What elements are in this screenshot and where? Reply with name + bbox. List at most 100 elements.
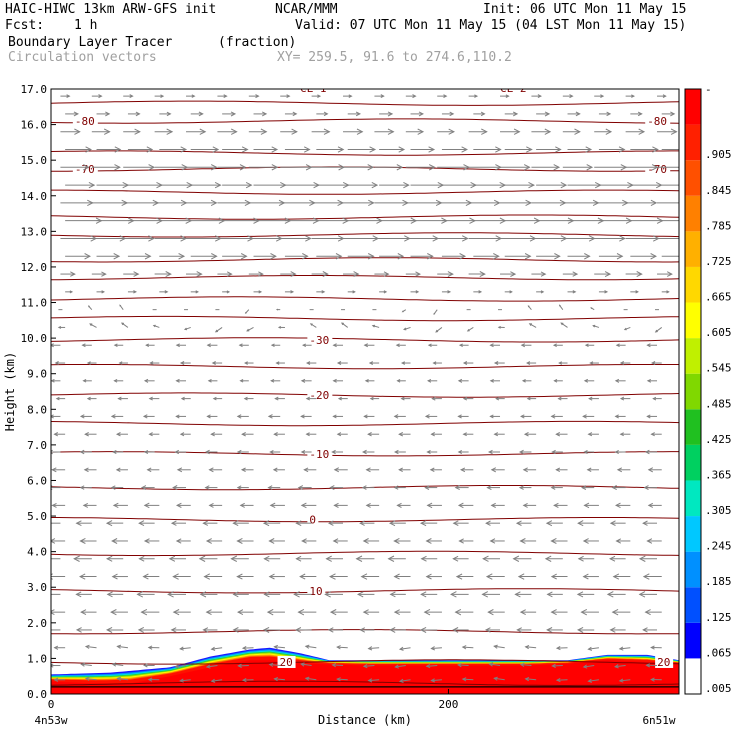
wind-vector-head — [430, 432, 435, 437]
wind-vector-head — [583, 378, 589, 383]
wind-vector — [305, 645, 317, 649]
wind-vector-head — [290, 290, 295, 294]
temp-contour-labeled — [51, 118, 679, 124]
wind-vector-head — [497, 325, 501, 329]
wind-vector-head — [246, 328, 250, 332]
wind-vector-head — [328, 573, 336, 580]
wind-vector-head — [208, 502, 214, 508]
contour-label-bg — [277, 655, 296, 668]
wind-vector-head — [134, 128, 141, 135]
wind-vector-head — [662, 94, 667, 98]
wind-vector-head — [363, 343, 369, 348]
y-tick-label: 6.0 — [27, 474, 47, 487]
wind-vector-head — [592, 324, 596, 328]
y-tick-label: 9.0 — [27, 368, 47, 381]
wind-vector-head — [550, 485, 556, 490]
wind-vector-head — [115, 432, 121, 437]
wind-vector-head — [424, 414, 430, 419]
x-axis-label: Distance (km) — [318, 713, 412, 727]
wind-vector-head — [273, 644, 278, 650]
wind-vector-head — [452, 555, 459, 562]
wind-vector-head — [305, 164, 313, 171]
colorbar-label: .485 — [705, 397, 732, 410]
wind-vector-head — [210, 678, 216, 683]
wind-vector-head — [232, 591, 239, 598]
wind-vector-head — [449, 111, 455, 117]
wind-vector-head — [396, 379, 401, 383]
wind-vector-head — [589, 361, 594, 365]
wind-vector-head — [110, 414, 116, 419]
wind-vector-head — [258, 271, 264, 277]
wind-vector-head — [148, 432, 153, 437]
wind-vector-head — [79, 537, 86, 544]
wind-vector-head — [240, 253, 248, 260]
wind-vector-head — [164, 290, 169, 294]
wind-vector-head — [474, 94, 479, 98]
wind-vector-head — [482, 555, 489, 562]
wind-vector-head — [55, 396, 60, 401]
y-tick-label: 1.0 — [27, 652, 47, 665]
wind-vector — [615, 665, 626, 668]
wind-vector-head — [432, 361, 437, 365]
wind-vector-head — [236, 414, 242, 419]
temp-contour — [51, 214, 679, 220]
wind-vector-head — [428, 164, 436, 171]
wind-vector-head — [51, 414, 54, 419]
wind-vector — [462, 678, 474, 681]
wind-vector-head — [75, 591, 82, 598]
wind-vector-head — [619, 235, 626, 242]
y-tick-label: 15.0 — [21, 154, 48, 167]
wind-vector-head — [369, 396, 374, 401]
colorbar-swatch — [685, 551, 701, 588]
temp-contour — [51, 364, 679, 370]
wind-vector-head — [583, 502, 590, 509]
wind-vector — [431, 679, 442, 682]
colorbar-frame — [684, 88, 702, 695]
wind-vector-head — [383, 290, 388, 294]
wind-vector-head — [105, 520, 113, 527]
wind-vector — [363, 665, 375, 667]
wind-vector-head — [580, 608, 588, 616]
wind-vector-head — [425, 538, 432, 544]
wind-vector-head — [118, 361, 123, 365]
wind-vector-head — [300, 449, 306, 455]
temp-contour-labeled — [51, 451, 679, 457]
wind-vector-head — [111, 662, 117, 667]
wind-vector-head — [261, 111, 268, 117]
wind-vector-head — [650, 645, 655, 650]
wind-vector-head — [650, 253, 657, 260]
contour-label: -10 — [309, 448, 329, 461]
init-time: Init: 06 UTC Mon 11 May 15 — [483, 2, 687, 17]
wind-vector-head — [51, 538, 56, 544]
wind-vector-head — [143, 502, 150, 509]
wind-vector-head — [135, 111, 141, 117]
wind-vector-head — [380, 94, 385, 99]
wind-vector-head — [57, 326, 62, 329]
wind-vector-head — [325, 555, 332, 562]
colorbar-swatch — [685, 587, 701, 623]
wind-vector-head — [365, 467, 371, 473]
wind-vector-head — [140, 608, 148, 616]
wind-vector-head — [644, 609, 651, 616]
wind-vector-head — [304, 676, 310, 681]
colorbar-label: .725 — [705, 255, 732, 268]
wind-vector-head — [393, 414, 399, 419]
wind-vector-head — [323, 111, 329, 117]
wind-vector-head — [360, 573, 368, 580]
wind-vector-head — [605, 128, 613, 135]
colorbar-label: .245 — [705, 540, 732, 553]
wind-vector-head — [585, 146, 593, 153]
colorbar-swatch — [685, 302, 701, 339]
wind-vector-head — [576, 591, 584, 598]
wind-vector-head — [232, 520, 239, 527]
wind-vector-head — [331, 449, 336, 455]
wind-vector-head — [646, 343, 651, 348]
wind-vector-head — [202, 520, 209, 526]
wind-vector-head — [290, 271, 297, 277]
wind-vector — [117, 645, 128, 649]
colorbar-swatch — [685, 622, 701, 659]
wind-vector-head — [544, 111, 551, 117]
wind-vector-head — [584, 343, 589, 348]
wind-vector-head — [302, 253, 309, 260]
wind-vector-head — [619, 361, 625, 365]
